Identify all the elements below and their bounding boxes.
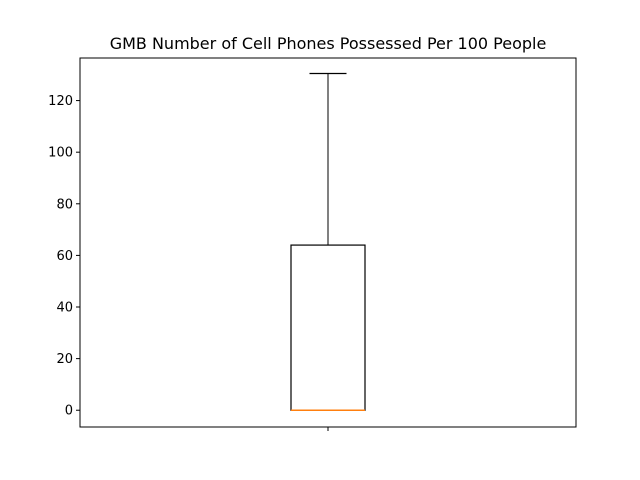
- y-tick-label: 20: [56, 352, 73, 367]
- chart-title: GMB Number of Cell Phones Possessed Per …: [110, 34, 547, 53]
- y-tick-label: 80: [56, 197, 73, 212]
- box-iqr: [290, 244, 366, 411]
- y-tick-label: 40: [56, 301, 73, 316]
- y-tick-label: 60: [56, 249, 73, 264]
- y-tick-label: 0: [65, 404, 73, 419]
- y-axis: 0 20 40 60 80 100 120: [48, 94, 80, 419]
- y-tick-label: 100: [48, 146, 73, 161]
- box-group: [290, 72, 366, 411]
- y-tick-label: 120: [48, 94, 73, 109]
